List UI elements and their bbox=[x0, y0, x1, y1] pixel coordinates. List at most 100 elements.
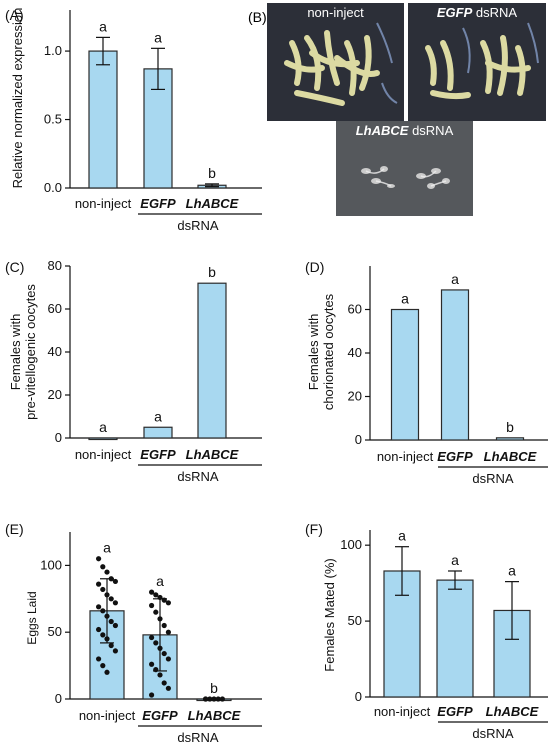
x-tick-label: LhABCE bbox=[486, 704, 539, 719]
significance-letter: b bbox=[208, 264, 216, 280]
data-point bbox=[96, 604, 102, 610]
x-tick-label: EGFP bbox=[140, 196, 176, 211]
chart-c: (C) 0 20 40 60 80 Females withpre-vitellogenic… bbox=[5, 258, 262, 484]
y-tick-label: 0 bbox=[355, 689, 362, 704]
significance-letter: b bbox=[210, 680, 218, 696]
data-point bbox=[211, 696, 217, 702]
y-tick-label: 100 bbox=[40, 557, 62, 572]
data-point bbox=[108, 618, 114, 625]
x-tick-label: EGFP bbox=[142, 708, 178, 723]
data-point bbox=[161, 622, 167, 629]
data-point bbox=[112, 648, 118, 654]
data-point bbox=[100, 663, 106, 669]
charts-layer: (A) 0.0 0.5 1.0 Relative normalized expressi… bbox=[5, 7, 548, 745]
bar-egfp bbox=[436, 579, 474, 698]
data-point bbox=[165, 685, 171, 691]
y-tick-label: 60 bbox=[48, 301, 62, 316]
data-point bbox=[153, 640, 159, 646]
significance-letter: a bbox=[99, 18, 107, 34]
x-tick-label: LhABCE bbox=[186, 196, 239, 211]
y-tick-label: 40 bbox=[348, 345, 362, 360]
x-tick-label: LhABCE bbox=[188, 708, 241, 723]
oocyte-cluster-image bbox=[425, 22, 539, 100]
y-tick-label: 100 bbox=[340, 537, 362, 552]
bar-lhabce bbox=[197, 282, 227, 439]
y-tick-label: 1.0 bbox=[44, 43, 62, 58]
significance-letter: b bbox=[506, 419, 514, 435]
data-point bbox=[149, 634, 155, 641]
data-point bbox=[165, 629, 171, 635]
panel-label: (D) bbox=[305, 259, 324, 275]
data-point bbox=[104, 613, 110, 619]
x-tick-label: EGFP bbox=[437, 704, 473, 719]
bar-lhabce bbox=[495, 437, 525, 441]
data-point bbox=[165, 656, 171, 662]
y-tick-label: 0 bbox=[55, 691, 62, 706]
bar-egfp bbox=[440, 289, 470, 441]
photo-egfp-dsrna: EGFP dsRNA bbox=[408, 3, 546, 121]
x-tick-label: non-inject bbox=[377, 449, 434, 464]
data-point bbox=[96, 581, 102, 587]
data-point bbox=[96, 556, 102, 562]
chart-a: (A) 0.0 0.5 1.0 Relative normalized expressi… bbox=[5, 7, 262, 233]
significance-letter: a bbox=[154, 408, 162, 424]
bar-non-inject bbox=[390, 308, 420, 441]
panel-label: (A) bbox=[5, 7, 24, 23]
y-tick-label: 60 bbox=[348, 302, 362, 317]
data-point bbox=[108, 596, 114, 602]
y-tick-label: 20 bbox=[348, 389, 362, 404]
dsrna-label: dsRNA bbox=[177, 218, 219, 233]
y-axis-label: Relative normalized expression bbox=[10, 8, 25, 189]
data-point bbox=[104, 569, 110, 575]
y-tick-label: 50 bbox=[48, 624, 62, 639]
panel-label-b: (B) bbox=[248, 9, 267, 25]
data-point bbox=[161, 597, 167, 603]
data-point bbox=[153, 609, 159, 615]
data-point bbox=[100, 632, 106, 638]
data-point bbox=[203, 696, 209, 702]
data-point bbox=[161, 650, 167, 657]
y-axis-label: Females Mated (%) bbox=[322, 558, 337, 671]
data-point bbox=[153, 667, 159, 673]
data-point bbox=[219, 696, 225, 702]
data-point bbox=[149, 602, 155, 609]
data-point bbox=[112, 622, 118, 629]
y-tick-label: 0 bbox=[55, 430, 62, 445]
y-axis-label: Females withpre-vitellogenic oocytes bbox=[8, 284, 38, 420]
x-tick-label: LhABCE bbox=[484, 449, 537, 464]
y-tick-label: 40 bbox=[48, 344, 62, 359]
data-point bbox=[104, 636, 110, 642]
data-point bbox=[112, 578, 118, 585]
y-tick-label: 0.0 bbox=[44, 180, 62, 195]
data-point bbox=[96, 626, 102, 633]
panel-label: (F) bbox=[305, 521, 323, 537]
significance-letter: a bbox=[401, 291, 409, 307]
data-point bbox=[149, 661, 155, 667]
significance-letter: a bbox=[154, 29, 162, 45]
chart-d: (D) 0 20 40 60 Females withchorionated oocyte… bbox=[305, 259, 548, 486]
y-tick-label: 20 bbox=[48, 387, 62, 402]
bar-egfp bbox=[143, 426, 173, 439]
y-tick-label: 0 bbox=[355, 432, 362, 447]
data-point bbox=[100, 586, 106, 593]
x-tick-label: non-inject bbox=[75, 447, 132, 462]
photo-caption-egfp: EGFP dsRNA bbox=[436, 5, 518, 20]
significance-letter: a bbox=[103, 540, 111, 556]
data-point bbox=[100, 608, 106, 614]
y-tick-label: 80 bbox=[48, 258, 62, 273]
data-point bbox=[157, 645, 163, 651]
data-point bbox=[100, 564, 106, 570]
x-tick-label: non-inject bbox=[75, 196, 132, 211]
significance-letter: a bbox=[451, 552, 459, 568]
photo-non-inject: non-inject bbox=[267, 3, 404, 121]
data-point bbox=[161, 680, 167, 686]
x-tick-label: LhABCE bbox=[186, 447, 239, 462]
y-axis-label: Eggs Laid bbox=[25, 591, 39, 644]
photo-lhabce-dsrna: LhABCE dsRNA bbox=[336, 121, 473, 216]
significance-letter: a bbox=[398, 528, 406, 544]
chart-e: (E) 0 50 100 Eggs Laid a non-inject a EGFP b LhABC… bbox=[5, 521, 262, 745]
significance-letter: b bbox=[208, 165, 216, 181]
panel-label: (C) bbox=[5, 259, 24, 275]
